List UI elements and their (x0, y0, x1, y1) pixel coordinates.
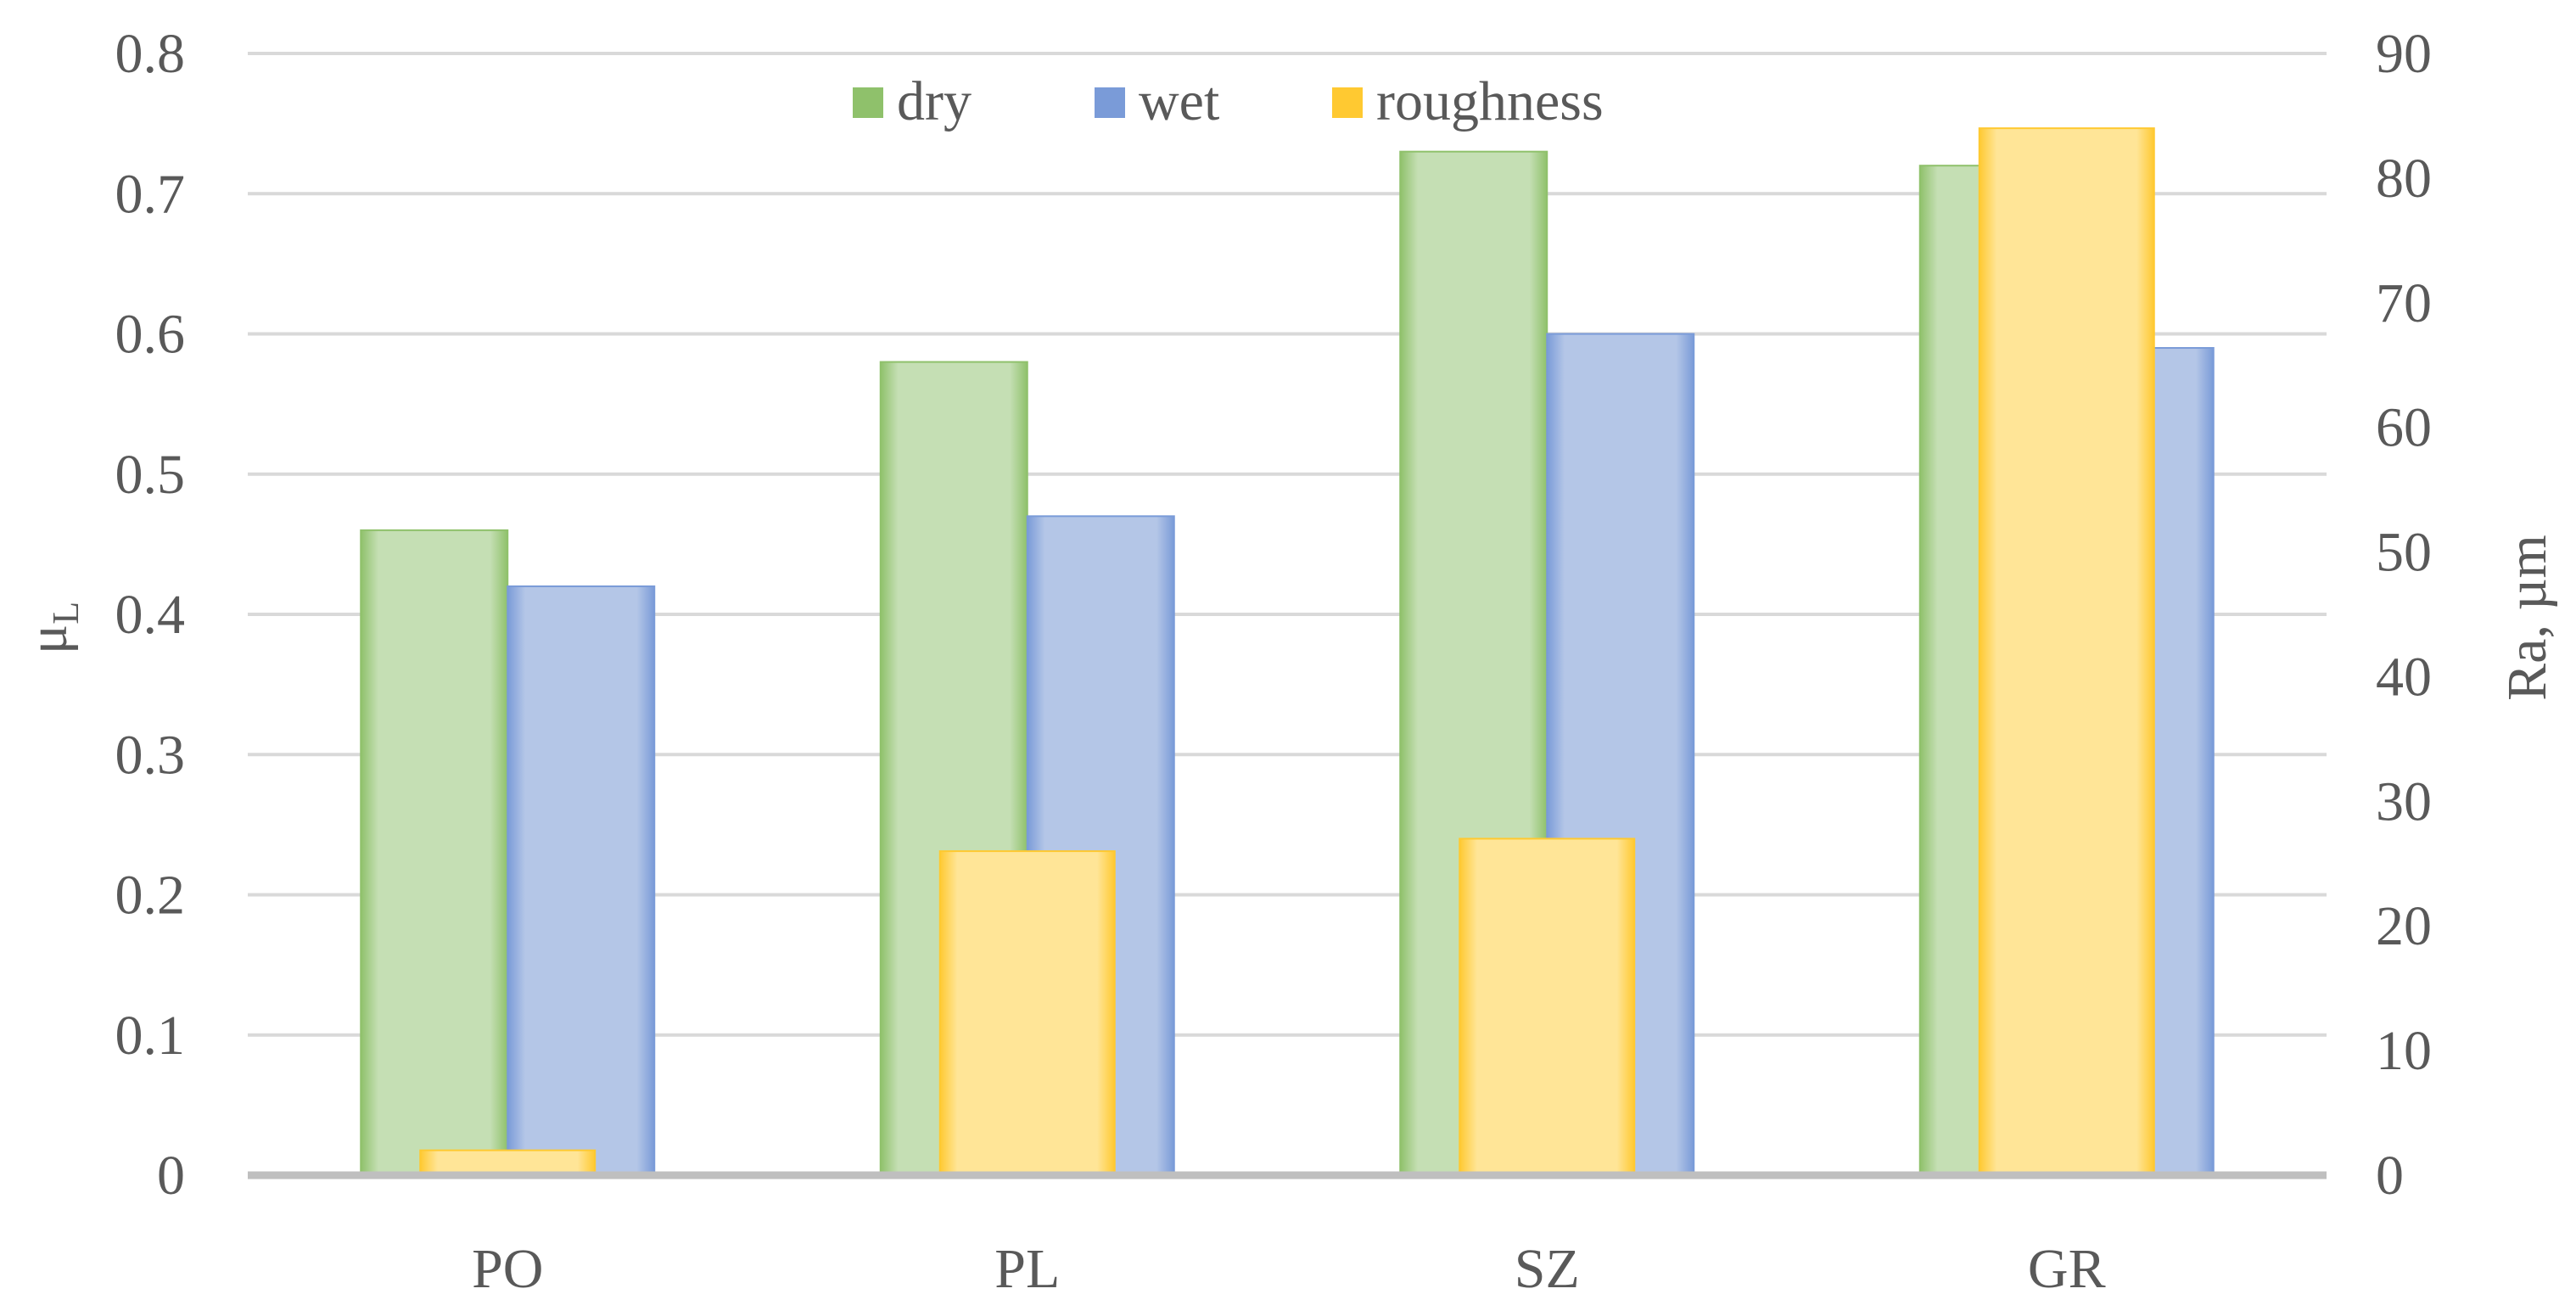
bar-roughness-pl (938, 850, 1116, 1176)
y-left-tick-label: 0.2 (115, 865, 186, 927)
legend-swatch-roughness (1332, 87, 1363, 118)
x-tick-label: GR (2028, 1238, 2106, 1300)
y-left-tick-label: 0.5 (115, 444, 186, 506)
bar-roughness-sz (1459, 838, 1636, 1177)
y-right-tick-label: 90 (2376, 23, 2432, 85)
x-tick-label: PL (994, 1238, 1060, 1300)
legend-swatch-wet (1095, 87, 1125, 118)
y-left-tick-label: 0.3 (115, 724, 186, 786)
y-right-tick-label: 30 (2376, 770, 2432, 832)
y-left-tick-label: 0.1 (115, 1005, 186, 1067)
y-right-tick-label: 40 (2376, 646, 2432, 708)
y-right-tick-label: 10 (2376, 1020, 2432, 1082)
bar-roughness-gr (1978, 127, 2155, 1177)
y-right-tick-label: 70 (2376, 272, 2432, 334)
legend-label-dry: dry (897, 70, 972, 132)
legend-label-wet: wet (1139, 70, 1219, 132)
y-right-tick-label: 50 (2376, 522, 2432, 584)
y-left-tick-label: 0 (157, 1145, 185, 1207)
bars-right-axis (419, 127, 2155, 1177)
legend-swatch-dry (853, 87, 883, 118)
y-right-tick-label: 20 (2376, 895, 2432, 957)
y-right-tick-label: 60 (2376, 397, 2432, 459)
legend: dry wet roughness (853, 70, 1604, 132)
y-left-tick-label: 0.7 (115, 163, 186, 225)
y-axis-right-ticks: 0 10 20 30 40 50 60 70 80 90 (2376, 23, 2432, 1207)
y-right-tick-label: 80 (2376, 148, 2432, 210)
y-axis-right-title: Ra, µm (2496, 535, 2558, 701)
y-left-tick-label: 0.6 (115, 304, 186, 366)
y-axis-left-ticks: 0 0.1 0.2 0.3 0.4 0.5 0.6 0.7 0.8 (115, 23, 186, 1207)
x-axis-ticks: PO PL SZ GR (472, 1238, 2106, 1300)
x-tick-label: PO (472, 1238, 543, 1300)
y-axis-left-title: μL (17, 602, 87, 654)
x-tick-label: SZ (1515, 1238, 1580, 1300)
bar-wet-po (507, 585, 656, 1176)
y-left-tick-label: 0.4 (115, 584, 186, 646)
legend-label-roughness: roughness (1376, 70, 1604, 132)
bars-left-axis (360, 150, 2215, 1177)
bar-roughness-po (419, 1149, 596, 1176)
y-right-tick-label: 0 (2376, 1145, 2404, 1207)
y-left-tick-label: 0.8 (115, 23, 186, 85)
bar-dry-po (360, 529, 509, 1176)
